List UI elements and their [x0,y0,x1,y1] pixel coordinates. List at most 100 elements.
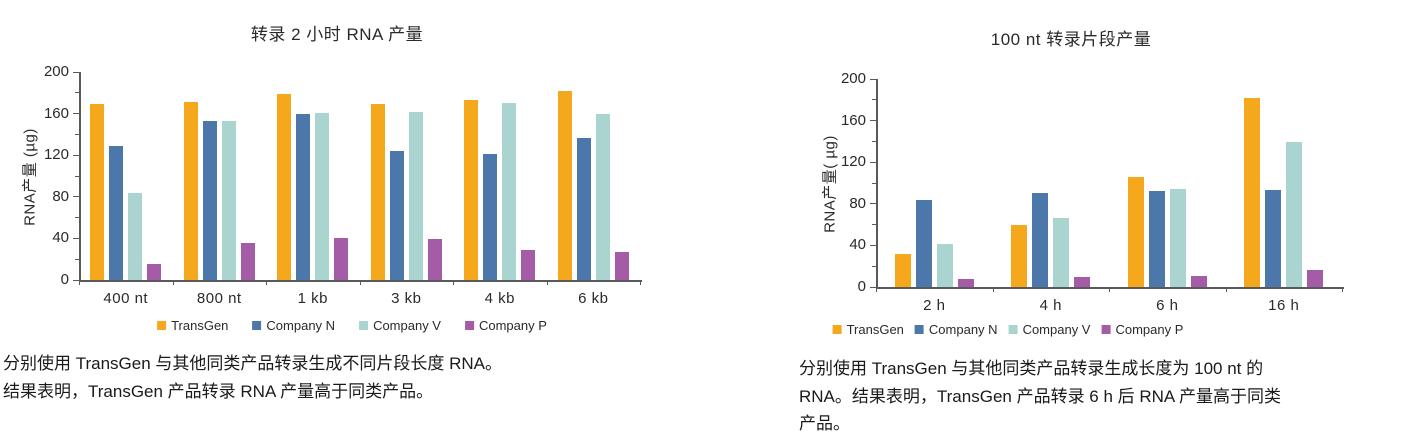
bar [389,151,404,280]
legend-swatch [1008,325,1018,334]
bar [957,278,974,287]
category-label: 800 nt [196,290,242,307]
category-label: 1 kb [297,290,328,307]
x-tick [79,280,80,285]
bar [296,113,311,280]
y-minor-tick [75,175,79,177]
bar [576,137,591,280]
right-chart: 100 nt 转录片段产量 RNA产量( µg) TransGen Company… [799,30,1344,433]
y-tick [870,244,876,246]
x-tick [1342,287,1343,292]
x-tick [1225,287,1227,292]
legend-label: Company V [1022,322,1091,337]
bar [915,199,932,287]
y-minor-tick [872,265,876,267]
caption-line: 结果表明，TransGen 产品转录 RNA 产量高于同类产品。 [3,381,434,401]
bar [1127,176,1144,287]
y-tick [73,196,79,198]
plot-area [79,72,642,282]
legend-item: TransGen [832,322,904,337]
category-label: 3 kb [391,290,422,307]
bar [483,154,498,280]
legend-item: Company P [464,318,547,333]
y-tick-label: 80 [849,194,866,212]
legend-label: TransGen [171,318,229,333]
y-tick [73,154,79,156]
legend-label: Company P [1115,322,1184,337]
left-chart: 转录 2 小时 RNA 产量 RNA产量 (µg) TransGen Compan… [3,25,642,401]
bar [334,238,349,280]
y-axis-label: RNA产量( µg) [821,135,839,233]
y-minor-tick [75,133,79,135]
y-minor-tick [75,217,79,219]
legend-item: Company V [359,318,441,333]
bar [464,100,479,280]
y-minor-tick [75,92,79,94]
y-tick [73,71,79,73]
legend-swatch [832,325,842,334]
legend-label: Company V [373,318,441,333]
bar [240,242,255,280]
y-tick [870,286,876,288]
bar [147,264,162,280]
x-tick [876,287,877,292]
x-tick [640,280,641,285]
bar [1011,224,1028,287]
legend-item: Company N [252,318,335,333]
y-tick-label: 80 [52,187,69,205]
bar [277,93,292,280]
legend: TransGen Company N Company V Company P [832,322,1184,337]
plot-area [876,79,1344,289]
legend-item: TransGen [157,318,228,333]
bar [894,253,911,287]
y-tick [870,120,876,122]
y-tick [870,161,876,163]
bar [502,103,517,280]
category-label: 400 nt [103,290,149,307]
y-tick-label: 160 [43,104,69,122]
category-label: 6 h [1156,297,1179,314]
bar [1286,142,1303,287]
bar [90,104,105,280]
legend-item: Company V [1008,322,1091,337]
category-label: 16 h [1268,297,1300,314]
y-minor-tick [872,140,876,142]
y-tick [73,113,79,115]
y-tick-label: 200 [840,70,866,87]
y-tick [73,237,79,239]
legend-swatch [252,321,262,330]
category-label: 2 h [923,297,946,314]
x-tick [172,280,174,285]
bar [183,102,198,280]
y-tick-label: 0 [60,271,69,288]
bar [614,251,629,280]
y-tick [73,279,79,281]
bar [370,104,385,280]
caption-line: 产品。 [799,414,850,433]
chart-title: 100 nt 转录片段产量 [990,30,1152,49]
y-tick [870,203,876,205]
y-minor-tick [872,224,876,226]
bar [1053,218,1070,287]
bar [202,120,217,280]
bar [408,111,423,280]
y-tick-label: 160 [840,111,866,129]
y-tick [870,78,876,80]
bar [595,113,610,280]
legend-swatch [359,321,369,330]
bar [557,90,572,280]
bar [936,244,953,287]
y-tick-label: 40 [52,229,69,247]
x-tick [453,280,454,285]
y-tick-label: 120 [43,146,69,164]
bar [1244,97,1261,287]
x-tick [1109,287,1110,292]
y-tick-label: 120 [840,153,866,171]
category-label: 6 kb [578,290,609,307]
x-tick [992,287,994,292]
x-tick [546,280,548,285]
bar [521,249,536,280]
y-minor-tick [872,182,876,184]
category-label: 4 kb [484,290,515,307]
category-label: 4 h [1039,297,1062,314]
